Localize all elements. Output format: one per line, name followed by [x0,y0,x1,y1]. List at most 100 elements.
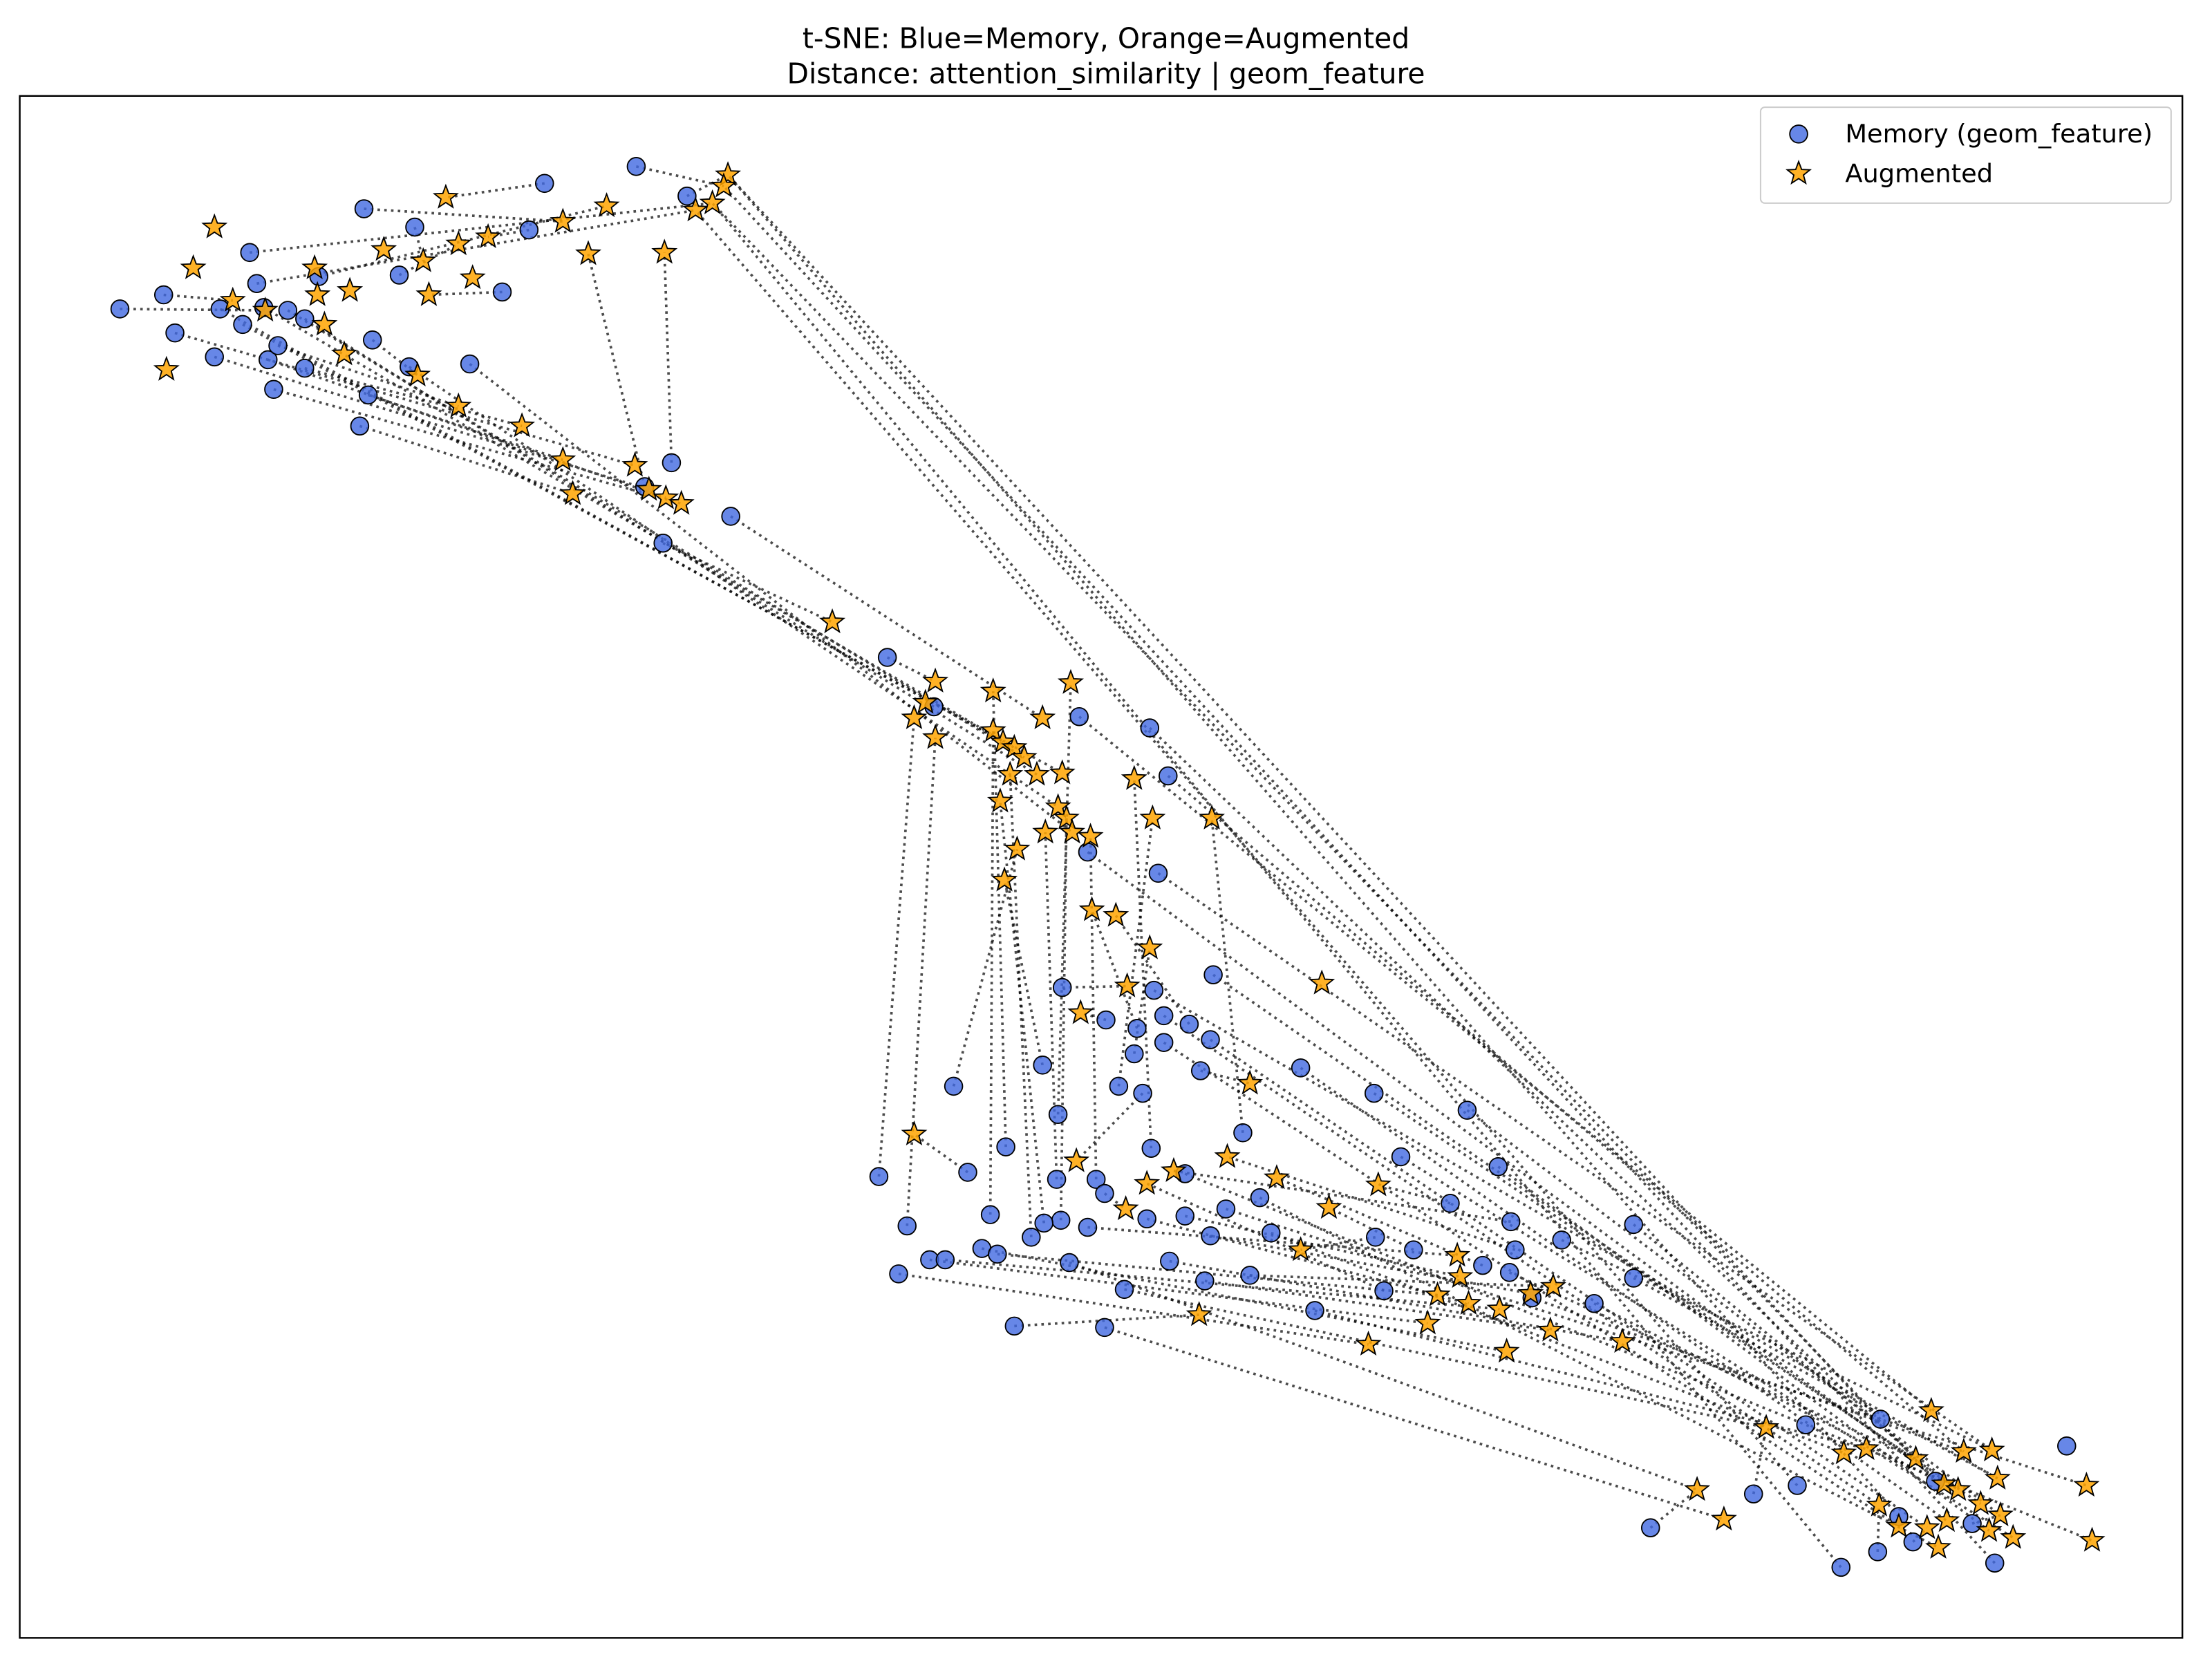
circle-point [110,299,130,319]
circle-point [1114,1280,1134,1300]
circle-point [1364,1083,1384,1103]
link-line [268,358,666,500]
link-line [929,1258,1428,1325]
link-line [174,331,635,467]
circle-point [295,309,315,328]
circle-point [958,1163,977,1182]
circle-point [1201,1030,1220,1049]
circle-point [1499,1263,1519,1282]
circle-point [1985,1553,2005,1573]
circle-point [1069,706,1089,727]
link-line [1328,1206,1414,1251]
link-line [636,165,724,188]
circle-point [1109,1076,1129,1096]
circle-point [1203,965,1223,984]
link-line [398,243,460,276]
link-line [445,182,545,199]
circle-point [1457,1100,1477,1120]
star-point [653,484,679,509]
star-point [1539,1273,1566,1298]
star-point [404,361,431,387]
star-point [1684,1476,1711,1501]
circle-point [1125,1044,1144,1064]
link-line [1593,1302,1945,1485]
star-point [301,254,328,279]
circle-point [165,323,185,343]
circle-point [1404,1240,1423,1259]
circle-point [492,282,512,302]
star-point [1493,1338,1520,1363]
star-point [304,281,331,306]
circle-point [677,186,697,206]
link-line [1300,1235,1376,1251]
points [110,157,2106,1577]
star-point [593,191,620,218]
circle-point [1133,1083,1152,1103]
star-point [330,340,357,366]
circle-point [258,350,278,370]
star-point [1004,835,1031,861]
star-point [153,355,180,381]
circle-point [1148,863,1168,883]
circle-point [1048,1105,1068,1125]
circle-point [1034,1213,1053,1233]
link-line [163,293,233,302]
circle-point [153,285,174,305]
circle-point [1078,1217,1098,1237]
star-point [682,196,709,222]
star-point [1112,1195,1139,1221]
circle-point [1095,1318,1114,1338]
link-line [898,1273,1369,1346]
circle-point [1195,1271,1215,1291]
link-line [250,202,713,254]
circle-point [1903,1532,1923,1552]
star-point [1414,1309,1441,1335]
star-point [990,728,1017,753]
star-point [575,240,602,265]
star-point [1933,1507,1960,1533]
circle-point [1154,1033,1174,1052]
star-point [1185,1301,1212,1327]
legend-box [1759,106,2172,204]
star-point [2073,1472,2100,1497]
plot-frame [19,95,2184,1639]
star-point [635,476,662,501]
star-point [997,760,1024,786]
link-line [1400,1155,2014,1539]
star-point [1067,999,1094,1024]
link-line [1378,1183,1451,1205]
circle-point [1160,1251,1179,1271]
link-line [722,185,1996,1564]
star-point [991,866,1018,892]
circle-point [1871,1409,1891,1429]
circle-point [1216,1199,1236,1219]
circle-point [653,533,673,553]
star-point [1059,818,1086,844]
star-point [1978,1436,2005,1462]
link-line [906,738,937,1226]
link-line [1971,1514,2001,1525]
link-line [913,1133,969,1174]
star-point [1053,804,1080,830]
circle-point [350,416,370,436]
star-point [710,172,737,198]
link-line [945,1258,1500,1311]
circle-point [358,385,378,405]
circle-point [1022,1228,1041,1247]
link-line [1271,1231,1845,1454]
circle-point [935,1250,955,1270]
link-line [408,366,1059,808]
star-point [1063,1147,1090,1172]
star-point [901,1120,928,1145]
star-point [559,480,586,505]
circle-point [205,347,224,367]
star-point [621,451,648,477]
circle-point [889,1264,908,1284]
star-point [1447,1262,1474,1288]
link-line [877,718,916,1177]
legend: Memory (geom_feature) Augmented [1759,106,2172,204]
link-line [214,355,650,491]
star-point [371,236,397,261]
circle-point [1190,1061,1210,1080]
